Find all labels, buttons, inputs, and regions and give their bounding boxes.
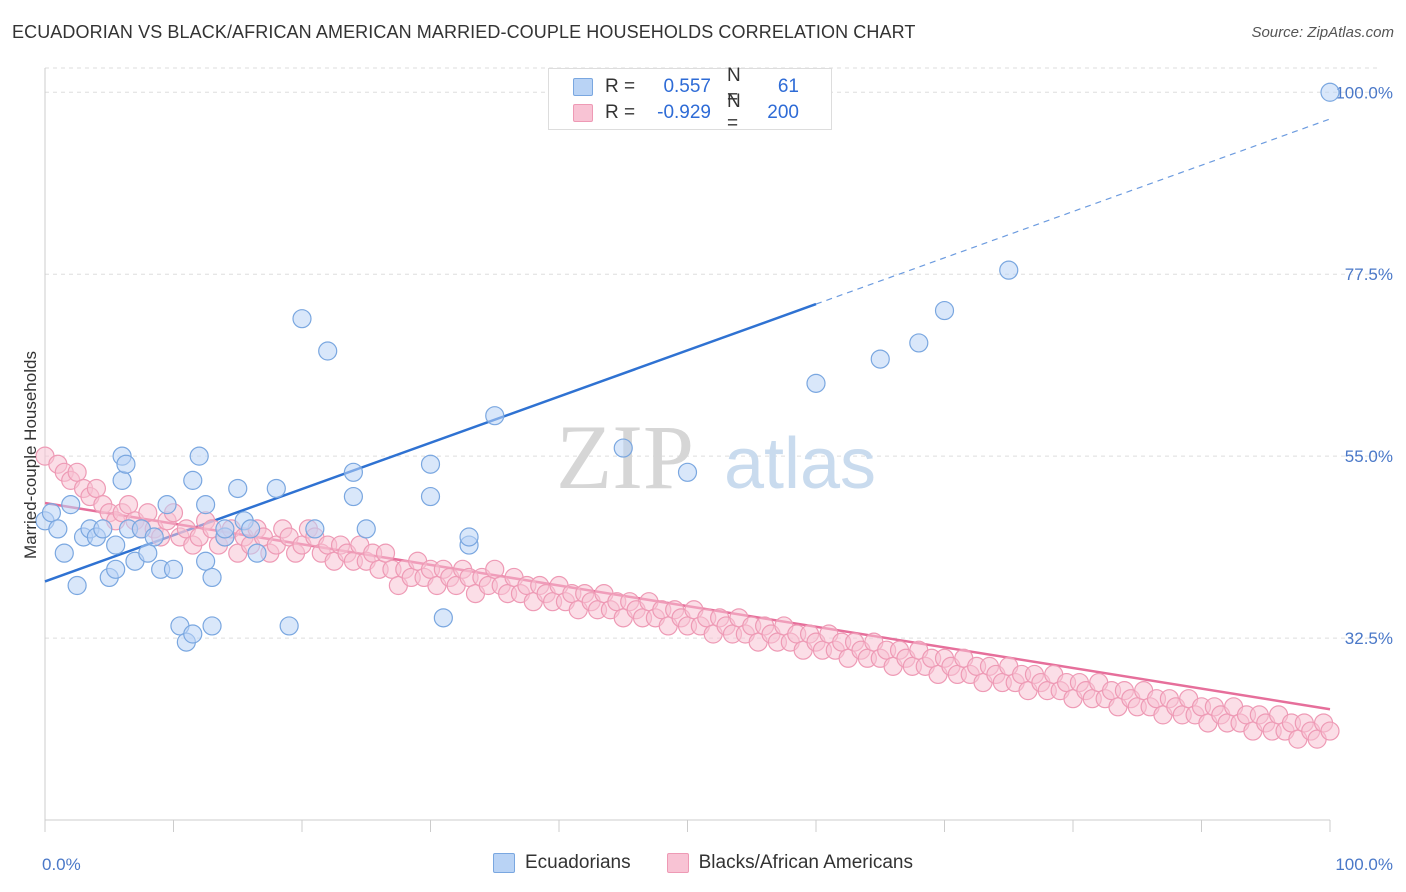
ecuadorian-point [343,486,363,507]
ecuadorian-point [202,567,222,588]
legend-swatch-blue [493,853,515,873]
ecuadorian-point [806,373,826,393]
ecuadorian-point [934,300,955,321]
legend-label-ecuadorians: Ecuadorians [525,852,631,873]
axes: 32.5% 55.0% 77.5% 100.0% 0.0% 100.0% [42,68,1393,874]
ecuadorian-trend-extension [815,118,1331,305]
legend-r-value: -0.929 [657,102,711,123]
ecuadorian-point [241,519,261,539]
legend-n-label: N = [727,91,741,134]
y-tick-label: 77.5% [1345,265,1393,284]
ecuadorian-point [266,478,286,499]
x-tick-label-max: 100.0% [1335,855,1393,874]
legend-row-blacks: R = -0.929 N = 200 [573,91,799,134]
ecuadorian-point [144,527,164,547]
black-african-american-point [118,495,139,515]
ecuadorian-point [106,559,126,579]
ecuadorian-point [247,543,267,563]
y-tick-label: 55.0% [1345,447,1393,466]
ecuadorian-point [228,478,248,499]
ecuadorian-point [999,260,1019,280]
series-legend: Ecuadorians Blacks/African Americans [0,852,1406,874]
ecuadorian-point [870,349,890,369]
legend-n-label: N = [727,65,741,108]
ecuadorian-point [420,486,441,507]
legend-r-value: 0.557 [663,76,711,97]
legend-swatch-pink [666,853,689,873]
ecuadorian-point [202,616,222,636]
ecuadorian-point [613,438,633,458]
ecuadorian-point [356,519,376,539]
legend-n-value: 200 [767,102,799,123]
black-african-american-point [138,503,158,523]
watermark: ZIP atlas [556,406,876,508]
chart-title: ECUADORIAN VS BLACK/AFRICAN AMERICAN MAR… [12,22,916,42]
ecuadorian-point [183,470,203,490]
ecuadorian-point [1320,82,1340,102]
ecuadorian-point [48,519,68,539]
legend-item-blacks: Blacks/African Americans [666,852,913,874]
ecuadorian-point [485,406,505,426]
ecuadorian-point [318,341,338,361]
legend-row-ecuadorians: R = 0.557 N = 61 [573,65,799,108]
ecuadorian-point [279,616,299,636]
ecuadorian-point [189,446,209,466]
ecuadorian-point [106,535,126,555]
ecuadorian-point [343,462,363,482]
legend-r-label: R = [605,102,636,123]
black-african-american-point [375,543,396,563]
legend-n-value: 61 [777,76,799,97]
ecuadorian-point [112,470,132,490]
ecuadorian-point [196,551,216,571]
ecuadorian-point [54,543,74,563]
ecuadorian-point [215,519,235,539]
ecuadorian-point [420,454,441,474]
ecuadorian-point [433,608,453,628]
ecuadorian-point [459,527,479,547]
legend-swatch-pink [573,104,593,122]
ecuadorian-point [116,454,136,474]
ecuadorian-point [163,559,184,579]
ecuadorian-point [41,503,62,523]
data-points [35,82,1340,749]
legend-label-blacks: Blacks/African Americans [698,852,913,873]
black-african-american-point [485,559,505,579]
x-tick-label-min: 0.0% [42,855,81,874]
ecuadorian-point [183,624,203,644]
correlation-legend: R = 0.557 N = 61 R = -0.929 N = 200 [548,65,832,134]
ecuadorian-point [292,309,312,329]
legend-swatch-blue [573,78,593,96]
ecuadorian-point [138,543,158,563]
ecuadorian-point [196,495,216,515]
ecuadorian-point [67,575,87,596]
legend-item-ecuadorians: Ecuadorians [493,852,631,874]
ecuadorian-point [157,495,177,515]
black-african-american-point [86,478,107,499]
black-african-american-point [1320,721,1340,741]
y-axis-label: Married-couple Households [21,351,40,559]
source-credit: Source: ZipAtlas.com [1251,24,1394,41]
watermark-atlas: atlas [724,424,876,504]
ecuadorian-point [61,495,81,515]
y-tick-label: 32.5% [1345,629,1393,648]
legend-r-label: R = [605,76,636,97]
ecuadorian-point [909,333,929,353]
ecuadorian-point [305,519,325,539]
y-tick-label: 100.0% [1335,83,1393,102]
ecuadorian-point [93,519,113,539]
black-african-american-point [67,462,87,482]
ecuadorian-point [677,462,698,482]
